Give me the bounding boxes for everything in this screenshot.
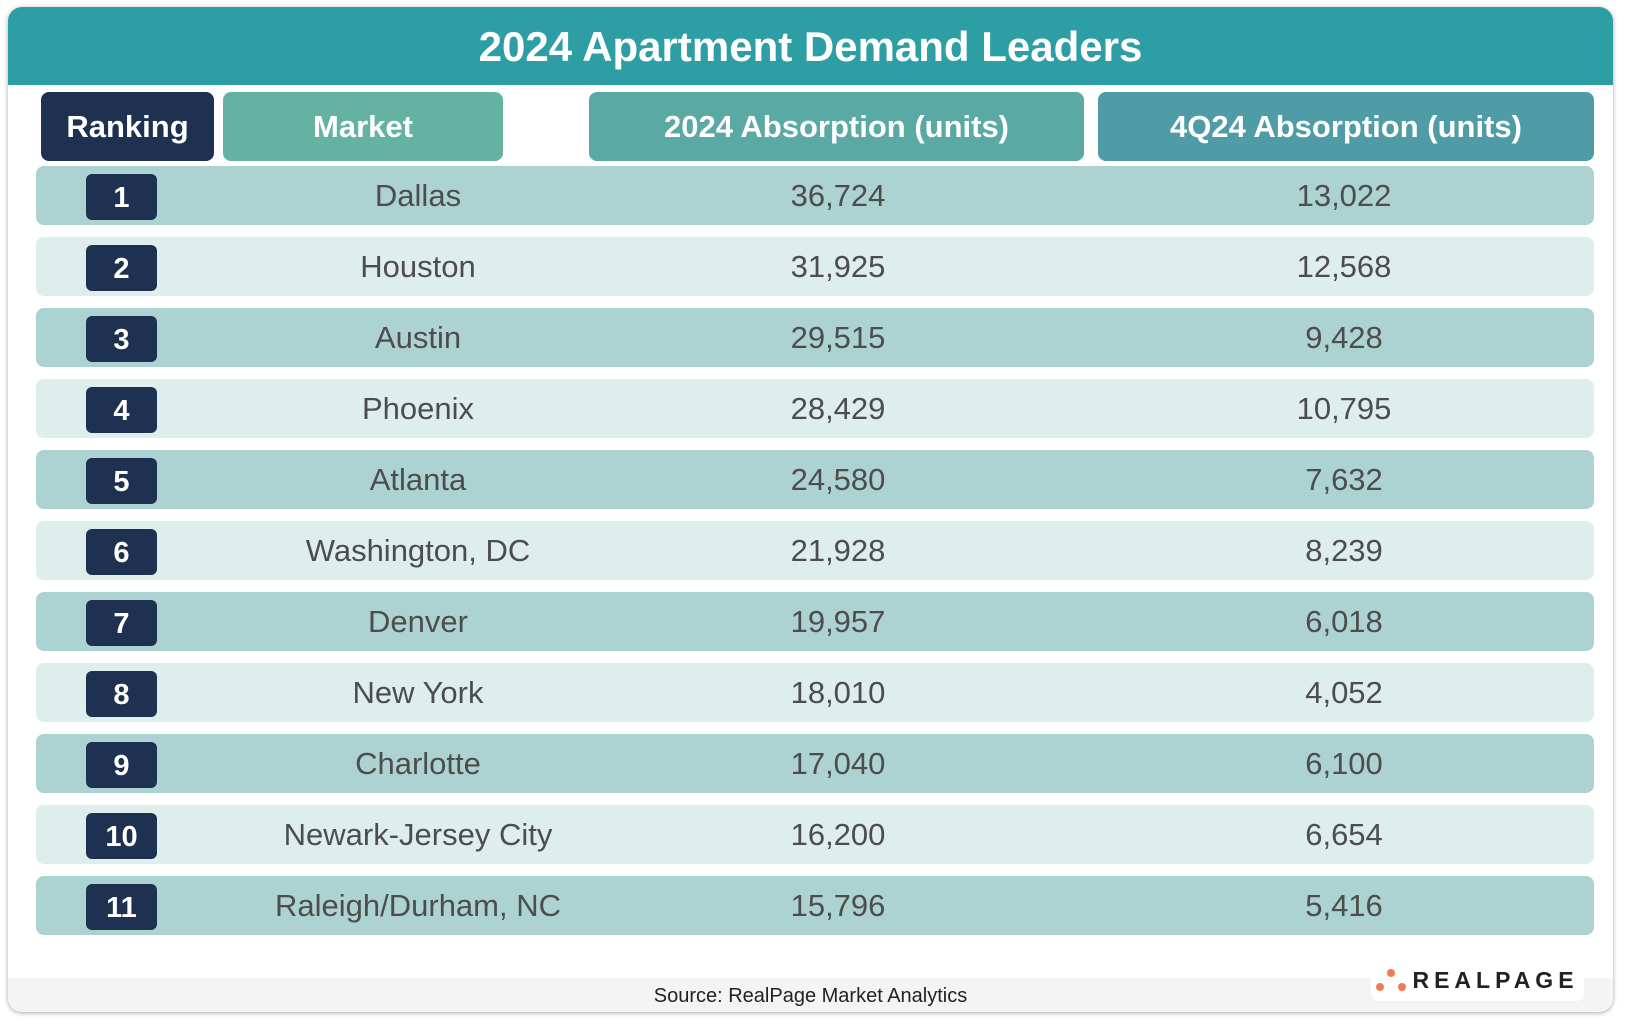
absorption-4q24-cell: 13,022	[1296, 178, 1392, 213]
header-ranking: Ranking	[41, 92, 214, 161]
logo-text: REALPAGE	[1412, 967, 1579, 993]
header-absorption-4q24: 4Q24 Absorption (units)	[1098, 92, 1594, 161]
rank-badge: 5	[86, 458, 157, 504]
absorption-4q24-cell: 4,052	[1305, 675, 1383, 710]
market-cell: Denver	[368, 604, 468, 639]
market-cell: Charlotte	[355, 746, 481, 781]
absorption-2024-cell: 16,200	[790, 817, 886, 852]
rank-badge: 11	[86, 884, 157, 930]
rank-badge: 8	[86, 671, 157, 717]
rank-badge: 3	[86, 316, 157, 362]
rank-badge: 1	[86, 174, 157, 220]
market-cell: Phoenix	[361, 391, 475, 426]
table-row: 10 Newark-Jersey City 16,200 6,654	[36, 805, 1594, 864]
absorption-4q24-cell: 6,654	[1305, 817, 1383, 852]
absorption-2024-cell: 21,928	[790, 533, 886, 568]
absorption-2024-cell: 29,515	[790, 320, 886, 355]
absorption-2024-cell: 19,957	[790, 604, 886, 639]
absorption-4q24-cell: 5,416	[1305, 888, 1383, 923]
table-row: 1 Dallas 36,724 13,022	[36, 166, 1594, 225]
realpage-logo: REALPAGE	[1371, 960, 1584, 1001]
absorption-2024-cell: 24,580	[790, 462, 886, 497]
absorption-2024-cell: 28,429	[790, 391, 886, 426]
absorption-4q24-cell: 6,018	[1305, 604, 1383, 639]
absorption-4q24-cell: 10,795	[1296, 391, 1392, 426]
absorption-2024-cell: 31,925	[790, 249, 886, 284]
table-row: 7 Denver 19,957 6,018	[36, 592, 1594, 651]
logo-dots-icon	[1376, 968, 1407, 993]
market-cell: Austin	[374, 320, 462, 355]
header-absorption-2024: 2024 Absorption (units)	[589, 92, 1084, 161]
absorption-4q24-cell: 8,239	[1305, 533, 1383, 568]
footer-bar	[8, 978, 1613, 1012]
table-row: 6 Washington, DC 21,928 8,239	[36, 521, 1594, 580]
market-cell: Washington, DC	[305, 533, 531, 568]
absorption-2024-cell: 15,796	[790, 888, 886, 923]
table-row: 8 New York 18,010 4,052	[36, 663, 1594, 722]
rank-badge: 9	[86, 742, 157, 788]
absorption-2024-cell: 36,724	[790, 178, 886, 213]
table-row: 4 Phoenix 28,429 10,795	[36, 379, 1594, 438]
rank-badge: 10	[86, 813, 157, 859]
market-cell: Atlanta	[369, 462, 467, 497]
absorption-4q24-cell: 6,100	[1305, 746, 1383, 781]
market-cell: Newark-Jersey City	[283, 817, 553, 852]
absorption-2024-cell: 17,040	[790, 746, 886, 781]
absorption-4q24-cell: 9,428	[1305, 320, 1383, 355]
rank-badge: 7	[86, 600, 157, 646]
table-row: 11 Raleigh/Durham, NC 15,796 5,416	[36, 876, 1594, 935]
rank-badge: 6	[86, 529, 157, 575]
absorption-4q24-cell: 12,568	[1296, 249, 1392, 284]
market-cell: Houston	[360, 249, 476, 284]
market-cell: Dallas	[374, 178, 462, 213]
market-cell: Raleigh/Durham, NC	[275, 888, 561, 923]
table-row: 5 Atlanta 24,580 7,632	[36, 450, 1594, 509]
rank-badge: 4	[86, 387, 157, 433]
source-note: Source: RealPage Market Analytics	[653, 985, 968, 1007]
market-cell: New York	[352, 675, 484, 710]
table-row: 3 Austin 29,515 9,428	[36, 308, 1594, 367]
table-row: 9 Charlotte 17,040 6,100	[36, 734, 1594, 793]
header-market: Market	[223, 92, 503, 161]
absorption-4q24-cell: 7,632	[1305, 462, 1383, 497]
page-title: 2024 Apartment Demand Leaders	[8, 7, 1613, 85]
rank-badge: 2	[86, 245, 157, 291]
absorption-2024-cell: 18,010	[790, 675, 886, 710]
table-row: 2 Houston 31,925 12,568	[36, 237, 1594, 296]
table-card: 2024 Apartment Demand Leaders Ranking Ma…	[8, 7, 1613, 1012]
